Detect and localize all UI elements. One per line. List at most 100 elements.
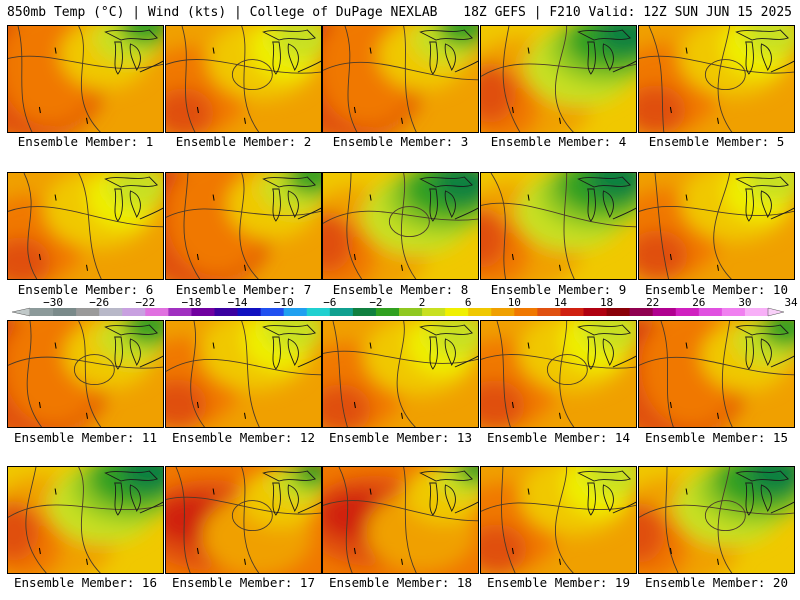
- wind-barb: [559, 117, 561, 124]
- great-lakes-outline: [577, 176, 636, 222]
- height-contour: [639, 356, 794, 376]
- temperature-map: [8, 26, 163, 132]
- wind-barb: [212, 342, 215, 349]
- colorbar-tick-label: 6: [465, 296, 472, 309]
- height-contour: [338, 467, 353, 573]
- wind-barb: [717, 558, 719, 565]
- colorbar-tick-label: −18: [182, 296, 202, 309]
- ensemble-panel: [165, 25, 322, 133]
- wind-barb: [511, 253, 514, 261]
- colorbar-tick-label: −30: [43, 296, 63, 309]
- colorbar-swatch: [445, 308, 469, 316]
- height-contour: [481, 502, 636, 512]
- wind-barb: [669, 401, 672, 409]
- wind-barb: [401, 558, 403, 565]
- great-lakes-outline: [262, 176, 321, 222]
- wind-barb: [669, 106, 672, 114]
- height-contour: [183, 173, 201, 279]
- colorbar-swatch: [191, 308, 215, 316]
- wind-barb: [369, 488, 372, 495]
- ensemble-panel: [638, 172, 795, 280]
- wind-barb: [353, 106, 356, 114]
- colorbar-swatch: [422, 308, 446, 316]
- height-contour: [721, 321, 733, 427]
- great-lakes-outline: [735, 29, 794, 75]
- height-contour: [403, 26, 417, 132]
- colorbar-swatch: [629, 308, 654, 316]
- temperature-map: [481, 26, 636, 132]
- panel-label: Ensemble Member: 13: [329, 430, 472, 445]
- height-contour: [490, 173, 507, 279]
- ensemble-panel: [638, 320, 795, 428]
- temperature-map: [8, 467, 163, 573]
- wind-barb: [369, 342, 372, 349]
- wind-barb: [38, 401, 41, 409]
- height-contour: [175, 467, 191, 573]
- wind-barb: [559, 412, 561, 419]
- great-lakes-outline: [735, 176, 794, 222]
- height-contour: [323, 350, 478, 364]
- colorbar-swatch: [260, 308, 285, 316]
- colorbar-tick-label: −6: [323, 296, 336, 309]
- height-contour: [190, 321, 206, 427]
- ensemble-panel: [480, 466, 637, 574]
- wind-barb: [86, 117, 88, 124]
- wind-barb: [511, 401, 514, 409]
- wind-barb: [559, 558, 561, 565]
- panel-label: Ensemble Member: 11: [14, 430, 157, 445]
- great-lakes-outline: [262, 470, 321, 516]
- height-contour: [78, 26, 102, 132]
- height-contour: [78, 467, 102, 573]
- great-lakes-outline: [735, 324, 794, 370]
- colorbar-swatch: [375, 308, 400, 316]
- panel-label: Ensemble Member: 1: [17, 134, 154, 149]
- colorbar-tick-label: 14: [554, 296, 568, 309]
- colorbar-swatch: [145, 308, 169, 316]
- wind-barb: [685, 47, 688, 54]
- wind-barb: [717, 264, 719, 271]
- height-contour: [648, 26, 665, 132]
- closed-contour: [704, 500, 746, 532]
- wind-barb: [54, 342, 57, 349]
- ensemble-panel: [480, 320, 637, 428]
- ensemble-panel: [165, 466, 322, 574]
- wind-barb: [717, 412, 719, 419]
- wind-barb: [527, 194, 530, 201]
- height-contour: [400, 173, 417, 279]
- wind-barb: [244, 264, 246, 271]
- panel-label: Ensemble Member: 20: [645, 575, 788, 590]
- height-contour: [241, 26, 260, 132]
- great-lakes-outline: [735, 470, 794, 516]
- great-lakes-outline: [577, 470, 636, 516]
- colorbar-swatch: [721, 308, 746, 316]
- temperature-map: [166, 173, 321, 279]
- colorbar-tick-label: −26: [89, 296, 109, 309]
- wind-barb: [527, 488, 530, 495]
- ensemble-panel: [480, 172, 637, 280]
- panel-label: Ensemble Member: 17: [172, 575, 315, 590]
- colorbar-swatch: [652, 308, 677, 316]
- great-lakes-outline: [104, 324, 163, 370]
- height-contour: [26, 321, 43, 427]
- wind-barb: [38, 547, 41, 555]
- height-contour: [323, 500, 478, 522]
- colorbar-tick-label: 26: [692, 296, 705, 309]
- temperature-map: [323, 173, 478, 279]
- great-lakes-outline: [419, 29, 478, 75]
- closed-contour: [704, 59, 746, 91]
- height-contour: [17, 26, 33, 132]
- colorbar-swatch: [30, 308, 54, 316]
- ensemble-panel: [322, 25, 479, 133]
- colorbar-swatch: [99, 308, 123, 316]
- wind-barb: [86, 558, 88, 565]
- height-contour: [481, 202, 636, 228]
- wind-barb: [244, 558, 246, 565]
- wind-barb: [244, 412, 246, 419]
- wind-barb: [511, 547, 514, 555]
- wind-barb: [212, 47, 215, 54]
- height-contour: [559, 321, 575, 427]
- temperature-colorbar: −30−26−22−18−14−10−6−2261014182226303438…: [11, 296, 798, 317]
- wind-barb: [401, 264, 403, 271]
- height-contour: [403, 467, 417, 573]
- temperature-map: [639, 321, 794, 427]
